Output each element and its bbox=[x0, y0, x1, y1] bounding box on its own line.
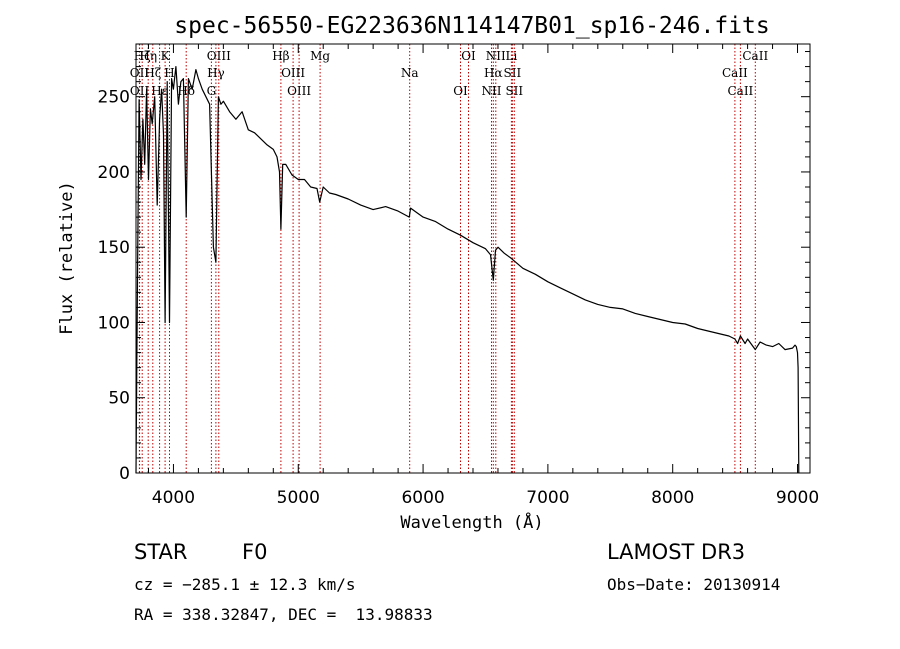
spectral-line-label: NII bbox=[482, 84, 502, 98]
spectral-line-label: Mg bbox=[310, 49, 330, 63]
spectral-line-label: Hδ bbox=[177, 84, 195, 98]
spectral-line-label: OII bbox=[130, 84, 150, 98]
x-tick-label: 8000 bbox=[651, 488, 694, 508]
spectral-line-label: OI bbox=[461, 49, 476, 63]
spectral-line-label: OIII bbox=[207, 49, 231, 63]
x-tick-label: 4000 bbox=[152, 488, 195, 508]
spectral-line-label: OIII bbox=[287, 84, 311, 98]
spectral-line-label: Na bbox=[401, 66, 419, 80]
survey-name: LAMOST DR3 bbox=[607, 540, 746, 564]
spectral-line-label: Hζ bbox=[144, 66, 161, 80]
spectral-line-label: SII bbox=[504, 66, 522, 80]
x-axis-label: Wavelength (Å) bbox=[400, 511, 543, 533]
spectrum-line bbox=[135, 66, 800, 474]
spectral-line-label: K bbox=[161, 49, 171, 63]
spectral-line-label: Hε bbox=[151, 84, 168, 98]
spectral-line-label: H bbox=[164, 66, 174, 80]
x-tick-label: 5000 bbox=[277, 488, 320, 508]
y-axis-label: Flux (relative) bbox=[57, 181, 77, 335]
spectral-line-label: NII bbox=[486, 49, 506, 63]
spectral-line-label: Hβ bbox=[272, 49, 289, 63]
y-tick-label: 250 bbox=[98, 88, 130, 108]
spectral-line-label: CaII bbox=[727, 84, 753, 98]
spectral-line-label: OIII bbox=[281, 66, 305, 80]
spectral-line-labels: HζOIIOIIHηHζHεKHHδOIIIHγGHβOIIIOIIIMgNaO… bbox=[130, 49, 769, 98]
y-tick-label: 0 bbox=[119, 464, 130, 484]
y-axis-ticks: 0 50 100 150 200 250 bbox=[98, 51, 810, 484]
y-tick-label: 100 bbox=[98, 313, 130, 333]
x-tick-label: 7000 bbox=[526, 488, 569, 508]
x-axis-ticks: 4000 5000 6000 7000 8000 9000 bbox=[147, 44, 819, 508]
y-tick-label: 150 bbox=[98, 238, 130, 258]
object-class: STAR bbox=[134, 540, 188, 564]
x-tick-label: 9000 bbox=[776, 488, 819, 508]
coordinates: RA = 338.32847, DEC = 13.98833 bbox=[134, 605, 433, 624]
spectral-line-label: Li bbox=[505, 49, 517, 63]
y-tick-label: 50 bbox=[108, 389, 130, 409]
chart-title: spec-56550-EG223636N114147B01_sp16-246.f… bbox=[174, 13, 769, 39]
spectral-line-label: Hα bbox=[484, 66, 503, 80]
spectral-line-label: Hγ bbox=[207, 66, 225, 80]
y-tick-label: 200 bbox=[98, 163, 130, 183]
x-tick-label: 6000 bbox=[401, 488, 444, 508]
observation-date: Obs−Date: 20130914 bbox=[607, 575, 781, 594]
spectral-line-markers bbox=[138, 44, 756, 473]
spectral-line-label: CaII bbox=[722, 66, 748, 80]
spectral-line-label: G bbox=[207, 84, 217, 98]
spectral-line-label: OII bbox=[130, 66, 150, 80]
redshift-velocity: cz = −285.1 ± 12.3 km/s bbox=[134, 575, 356, 594]
plot-frame bbox=[135, 43, 811, 474]
spectral-line-label: OI bbox=[453, 84, 468, 98]
spectral-line-label: CaII bbox=[742, 49, 768, 63]
spectral-line-label: Hζ bbox=[134, 49, 151, 63]
spectral-line-label: SII bbox=[505, 84, 523, 98]
spectral-line-label: Hη bbox=[139, 49, 157, 63]
spectral-subclass: F0 bbox=[242, 540, 268, 564]
